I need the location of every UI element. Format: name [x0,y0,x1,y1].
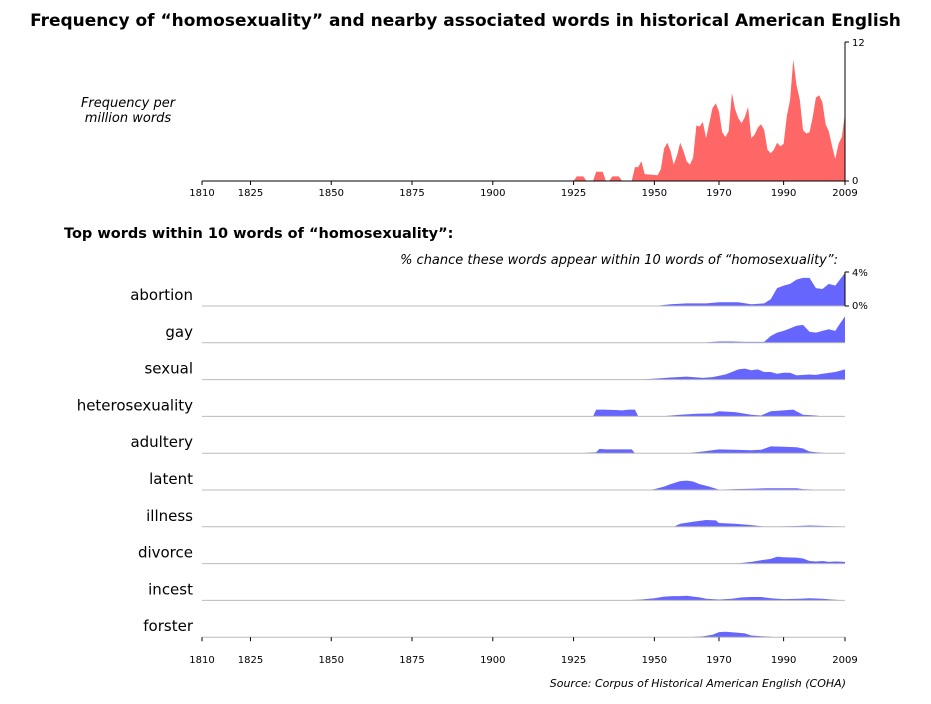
word-label-adultery: adultery [130,433,193,451]
word-label-latent: latent [149,470,193,488]
word-label-incest: incest [148,580,193,598]
bottom-x-tick-label: 1900 [480,655,505,666]
word-label-divorce: divorce [138,544,193,562]
y-axis-label-line2: million words [84,111,172,126]
frequency-x-tick-label: 1850 [319,188,344,199]
frequency-area [202,59,845,181]
source-note: Source: Corpus of Historical American En… [549,677,846,690]
bottom-x-tick-label: 2009 [832,655,857,666]
association-area-abortion [654,272,845,306]
frequency-x-tick-label: 1875 [399,188,424,199]
frequency-y-tick-label: 12 [852,38,865,49]
frequency-x-tick-label: 1950 [642,188,667,199]
association-area-forster [686,631,778,638]
bottom-x-tick-label: 1990 [771,655,796,666]
frequency-x-tick-label: 1925 [561,188,586,199]
association-area-divorce [735,556,845,564]
frequency-x-tick-label: 1970 [706,188,731,199]
association-area-gay [670,316,845,343]
frequency-x-tick-label: 1900 [480,188,505,199]
percent-y-tick-label: 4% [852,268,868,279]
word-label-sexual: sexual [144,360,193,378]
association-area-illness [673,520,845,527]
frequency-y-tick-label: 0 [852,176,858,187]
bottom-x-tick-label: 1810 [189,655,214,666]
association-area-heterosexuality [593,409,823,417]
chart-title: Frequency of “homosexuality” and nearby … [30,11,901,31]
bottom-x-tick-label: 1875 [399,655,424,666]
word-label-heterosexuality: heterosexuality [77,396,193,414]
word-label-illness: illness [146,507,193,525]
percent-chance-label: % chance these words appear within 10 wo… [400,253,838,268]
y-axis-label-line1: Frequency per [80,96,176,111]
frequency-x-tick-label: 1810 [189,188,214,199]
bottom-x-tick-label: 1825 [238,655,263,666]
word-label-abortion: abortion [130,286,193,304]
bottom-x-tick-label: 1950 [642,655,667,666]
word-label-forster: forster [143,617,194,635]
percent-y-tick-label: 0% [852,301,868,312]
association-area-latent [647,480,823,490]
word-label-gay: gay [165,323,193,341]
associated-words-heading: Top words within 10 words of “homosexual… [64,226,454,242]
bottom-x-tick-label: 1970 [706,655,731,666]
frequency-x-tick-label: 1990 [771,188,796,199]
bottom-x-tick-label: 1925 [561,655,586,666]
association-area-adultery [576,446,829,454]
association-area-sexual [638,368,845,380]
bottom-x-tick-label: 1850 [319,655,344,666]
frequency-x-tick-label: 1825 [238,188,263,199]
frequency-x-tick-label: 2009 [832,188,857,199]
association-area-incest [622,595,845,601]
frequency-y-axis-label: Frequency per million words [68,96,188,126]
